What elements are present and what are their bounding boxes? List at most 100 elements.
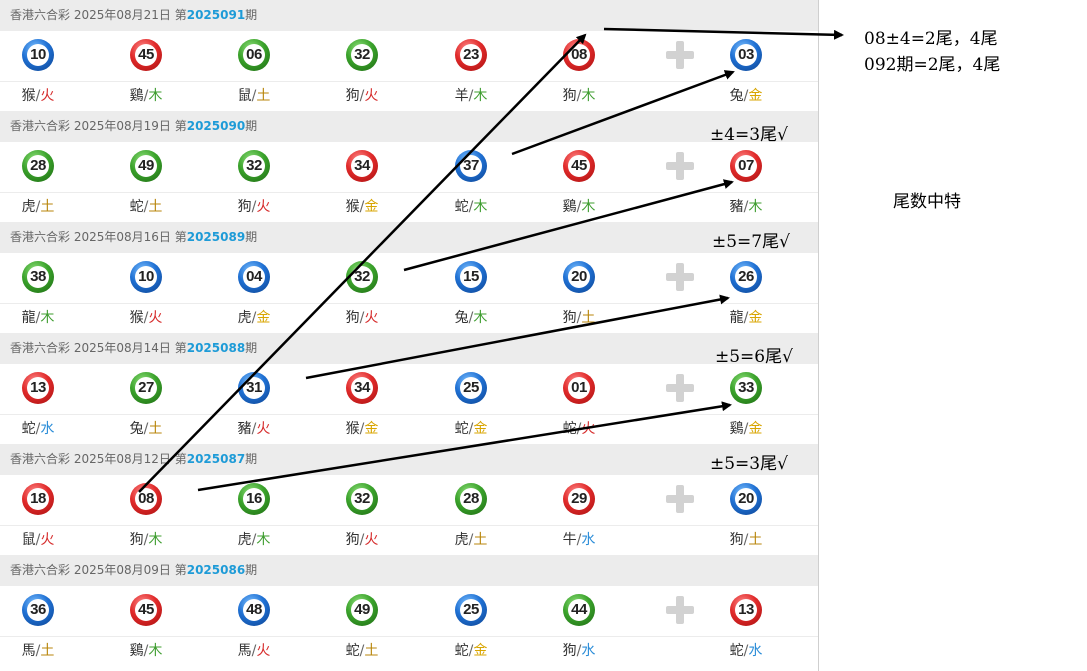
number-ball: 10 <box>22 39 54 71</box>
element: 木 <box>256 532 271 548</box>
draw-issue-number: 2025086 <box>186 563 246 577</box>
element: 金 <box>473 643 488 659</box>
element: 火 <box>148 310 163 326</box>
element: 土 <box>581 310 596 326</box>
zodiac: 豬 <box>237 421 252 437</box>
annotation-089: ±5=7尾√ <box>712 232 790 252</box>
element: 木 <box>40 310 55 326</box>
element: 土 <box>148 199 163 215</box>
zodiac: 龍 <box>729 310 744 326</box>
zodiac-element-label: 豬/木 <box>716 197 776 217</box>
zodiac: 猴 <box>21 88 36 104</box>
zodiac: 鷄 <box>129 88 144 104</box>
number-ball: 45 <box>563 150 595 182</box>
element: 土 <box>256 88 271 104</box>
ball-number: 25 <box>460 377 482 399</box>
ball-number: 13 <box>27 377 49 399</box>
draw-header: 香港六合彩 2025年08月12日 第2025087期 <box>0 444 818 475</box>
draw-issue-suffix: 期 <box>245 119 258 133</box>
zodiac-element-label: 龍/木 <box>8 308 68 328</box>
element: 金 <box>748 421 763 437</box>
zodiac: 兔 <box>729 88 744 104</box>
draw-row: 香港六合彩 2025年08月21日 第2025091期 10 猴/火 45 鷄/木 06 鼠… <box>0 0 818 111</box>
special-number-ball: 33 <box>730 372 762 404</box>
ball-number: 45 <box>135 599 157 621</box>
ball-number: 32 <box>351 488 373 510</box>
label-separator: / <box>743 310 749 326</box>
zodiac-element-label: 鼠/土 <box>224 86 284 106</box>
zodiac: 狗 <box>729 532 744 548</box>
zodiac: 蛇 <box>454 643 469 659</box>
ball-number: 08 <box>568 44 590 66</box>
special-number-ball: 20 <box>730 483 762 515</box>
zodiac-element-label: 蛇/水 <box>716 641 776 661</box>
element: 土 <box>40 199 55 215</box>
zodiac: 狗 <box>562 643 577 659</box>
ball-number: 01 <box>568 377 590 399</box>
zodiac: 狗 <box>562 88 577 104</box>
zodiac: 馬 <box>237 643 252 659</box>
zodiac: 兔 <box>454 310 469 326</box>
zodiac-element-label: 蛇/金 <box>441 419 501 439</box>
ball-number: 29 <box>568 488 590 510</box>
zodiac-element-label: 狗/土 <box>549 308 609 328</box>
draw-row: 香港六合彩 2025年08月12日 第2025087期 18 鼠/火 08 狗/木 16 虎… <box>0 444 818 555</box>
zodiac-element-label: 蛇/水 <box>8 419 68 439</box>
zodiac-element-label: 猴/金 <box>332 419 392 439</box>
plus-icon <box>666 41 694 69</box>
special-number-ball: 13 <box>730 594 762 626</box>
zodiac-element-label: 猴/火 <box>116 308 176 328</box>
zodiac: 狗 <box>129 532 144 548</box>
ball-number: 18 <box>27 488 49 510</box>
ball-number: 06 <box>243 44 265 66</box>
label-separator: / <box>743 421 749 437</box>
element: 火 <box>256 421 271 437</box>
ball-number: 44 <box>568 599 590 621</box>
number-ball: 13 <box>22 372 54 404</box>
label-separator: / <box>143 532 149 548</box>
zodiac-element-label: 羊/木 <box>441 86 501 106</box>
ball-number: 20 <box>568 266 590 288</box>
plus-icon <box>666 485 694 513</box>
ball-number: 10 <box>27 44 49 66</box>
zodiac: 龍 <box>21 310 36 326</box>
zodiac-element-label: 蛇/金 <box>441 641 501 661</box>
label-separator: / <box>743 88 749 104</box>
element: 木 <box>473 310 488 326</box>
zodiac: 蛇 <box>562 421 577 437</box>
ball-number: 45 <box>568 155 590 177</box>
row-divider <box>0 303 818 304</box>
zodiac: 虎 <box>237 532 252 548</box>
element: 土 <box>364 643 379 659</box>
annotation-087: ±5=3尾√ <box>710 454 788 474</box>
zodiac-element-label: 兔/土 <box>116 419 176 439</box>
number-ball: 32 <box>346 483 378 515</box>
ball-number: 32 <box>351 266 373 288</box>
ball-number: 37 <box>460 155 482 177</box>
draw-issue-number: 2025091 <box>186 8 246 22</box>
label-separator: / <box>35 199 41 215</box>
row-divider <box>0 525 818 526</box>
annotation-line2: 092期=2尾，4尾 <box>864 55 1001 75</box>
ball-number: 07 <box>735 155 757 177</box>
zodiac: 虎 <box>454 532 469 548</box>
ball-number: 49 <box>135 155 157 177</box>
draw-date: 香港六合彩 2025年08月16日 第 <box>10 230 187 244</box>
zodiac-element-label: 虎/金 <box>224 308 284 328</box>
number-ball: 36 <box>22 594 54 626</box>
element: 木 <box>581 88 596 104</box>
number-ball: 44 <box>563 594 595 626</box>
draw-header: 香港六合彩 2025年08月21日 第2025091期 <box>0 0 818 31</box>
ball-number: 04 <box>243 266 265 288</box>
label-separator: / <box>35 88 41 104</box>
zodiac-element-label: 蛇/土 <box>332 641 392 661</box>
ball-number: 27 <box>135 377 157 399</box>
number-ball: 29 <box>563 483 595 515</box>
element: 火 <box>364 310 379 326</box>
zodiac: 猴 <box>345 421 360 437</box>
zodiac-element-label: 鷄/木 <box>116 86 176 106</box>
element: 木 <box>148 88 163 104</box>
label-separator: / <box>35 310 41 326</box>
label-separator: / <box>743 532 749 548</box>
ball-number: 03 <box>735 44 757 66</box>
